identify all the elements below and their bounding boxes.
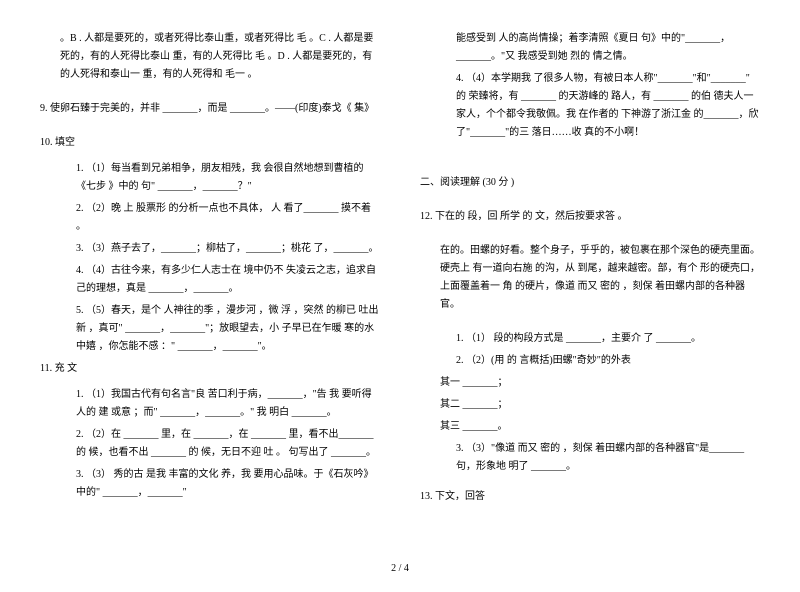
q12-qi2: 其二 _______； (420, 396, 760, 414)
q12-item-3: 3. （3）"像道 而又 密的 ，刻保 着田螺内部的各种器官"是_______句… (420, 440, 760, 476)
q11-item-4: 4. （4）本学期我 了很多人物，有被日本人称"_______"和"______… (420, 70, 760, 142)
q10-item-4: 4. （4）古往今来，有多少仁人志士在 境中仍不 失凌云之志，追求自己的理想，真… (40, 262, 380, 298)
q10-item-3: 3. （3）燕子去了，_______；柳枯了，_______；桃花 了，____… (40, 240, 380, 258)
q12-item-1: 1. （1） 段的构段方式是 _______，主要介 了 _______。 (420, 330, 760, 348)
left-column: 。B . 人都是要死的，或者死得比泰山重，或者死得比 毛 。C . 人都是要死的… (40, 30, 380, 550)
page-container: 。B . 人都是要死的，或者死得比泰山重，或者死得比 毛 。C . 人都是要死的… (40, 30, 760, 550)
q12-item-2: 2. （2）(用 的 言概括)田螺"奇妙"的外表 (420, 352, 760, 370)
question-9: 9. 使卵石臻于完美的，并非 _______，而是 _______。——(印度)… (40, 100, 380, 118)
question-13-label: 13. 下文，回答 (420, 488, 760, 506)
q12-qi3: 其三 _______。 (420, 418, 760, 436)
section-2-title: 二、阅读理解 (30 分 ) (420, 174, 760, 192)
q12-paragraph: 在的。田螺的好看。整个身子，乎乎的，被包裹在那个深色的硬壳里面。硬壳上 有一道向… (420, 242, 760, 314)
q11-item-3: 3. （3） 秀的古 是我 丰富的文化 养，我 要用心品味。于《石灰吟》中的" … (40, 466, 380, 502)
page-footer: 2 / 4 (40, 560, 760, 578)
q10-item-1: 1. （1）每当看到兄弟相争，朋友相残，我 会很自然地想到曹植的《七步 》中的 … (40, 160, 380, 196)
q10-item-2: 2. （2）晚 上 股票形 的分析一点也不具体， 人 看了_______ 摸不着… (40, 200, 380, 236)
q11-item-1: 1. （1）我国古代有句名言"良 苦口利于病，_______，"告 我 要听得 … (40, 386, 380, 422)
q12-qi1: 其一 _______； (420, 374, 760, 392)
q10-item-5: 5. （5）春天，是个 人神往的季 ，漫步河 ，微 浮 ，突然 的柳已 吐出新 … (40, 302, 380, 356)
right-column: 能感受到 人的高尚情操；着李清照《夏日 句》中的"_______，_______… (420, 30, 760, 550)
question-10-label: 10. 填空 (40, 134, 380, 152)
question-11-label: 11. 充 文 (40, 360, 380, 378)
q11-item-2: 2. （2）在 _______ 里，在 _______，在 _______ 里，… (40, 426, 380, 462)
q11-cont: 能感受到 人的高尚情操；着李清照《夏日 句》中的"_______，_______… (420, 30, 760, 66)
question-12-label: 12. 下在的 段，回 所学 的 文，然后按要求答 。 (420, 208, 760, 226)
top-paragraph: 。B . 人都是要死的，或者死得比泰山重，或者死得比 毛 。C . 人都是要死的… (40, 30, 380, 84)
